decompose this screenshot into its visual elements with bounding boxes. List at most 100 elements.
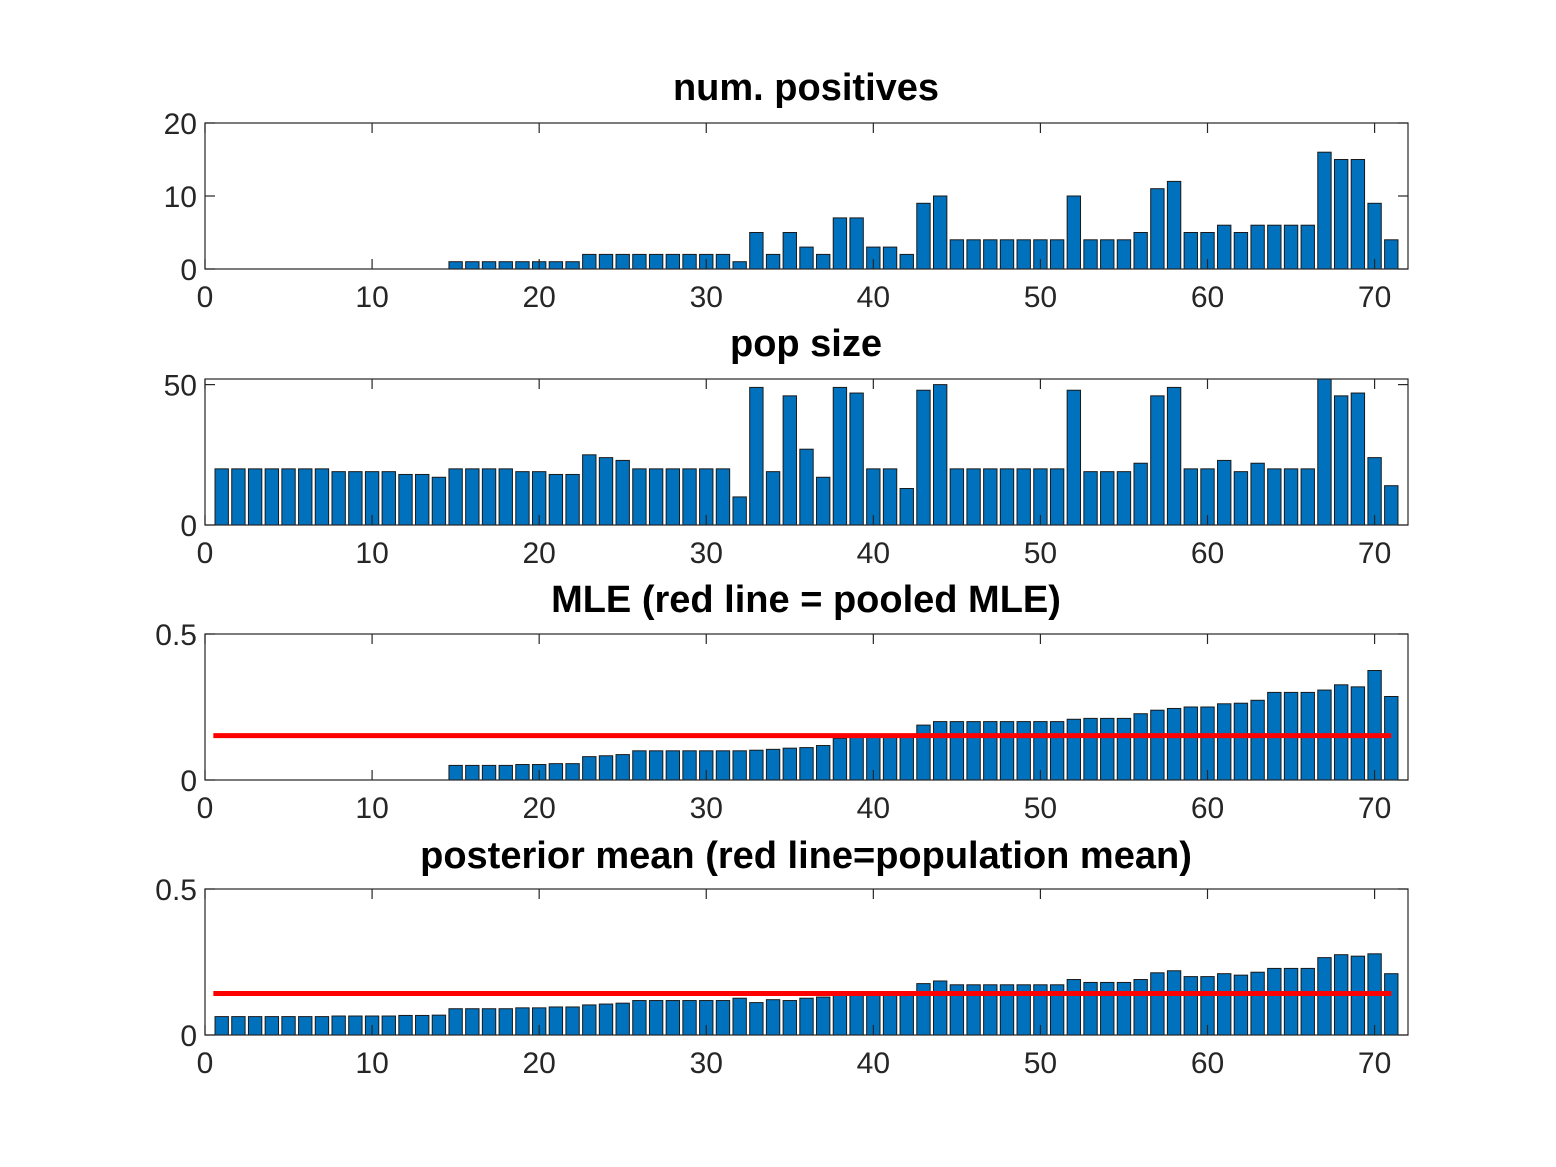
bar bbox=[799, 448, 814, 526]
bar bbox=[899, 992, 914, 1036]
bar bbox=[882, 246, 898, 270]
bar bbox=[849, 735, 864, 781]
bar bbox=[565, 763, 580, 781]
bar bbox=[1150, 395, 1165, 526]
bar bbox=[598, 457, 614, 526]
axes-box bbox=[204, 378, 1409, 526]
bar bbox=[548, 763, 564, 781]
bar-series bbox=[448, 151, 1399, 270]
bar bbox=[498, 261, 513, 270]
bar bbox=[314, 1016, 330, 1036]
bar bbox=[281, 1016, 296, 1036]
bar bbox=[1083, 239, 1098, 270]
bar bbox=[565, 261, 580, 270]
bar bbox=[983, 239, 998, 270]
bar bbox=[582, 756, 597, 781]
x-tick-label: 20 bbox=[522, 1047, 555, 1080]
bar bbox=[331, 1015, 346, 1036]
bar bbox=[765, 999, 781, 1036]
bar bbox=[381, 471, 396, 526]
y-tick-label: 10 bbox=[164, 181, 197, 214]
bar bbox=[832, 737, 848, 781]
bar bbox=[348, 1015, 363, 1036]
bar bbox=[415, 473, 430, 526]
bar bbox=[765, 253, 781, 270]
bar bbox=[1183, 232, 1198, 270]
bar-series bbox=[448, 670, 1399, 781]
bar bbox=[548, 473, 564, 526]
bar bbox=[398, 1014, 413, 1036]
bar bbox=[932, 195, 948, 270]
bar bbox=[648, 253, 664, 270]
bar bbox=[1166, 707, 1182, 781]
bar bbox=[799, 997, 814, 1036]
bar bbox=[1066, 389, 1082, 526]
bar bbox=[799, 246, 814, 270]
x-tick-label: 20 bbox=[522, 792, 555, 825]
bar bbox=[682, 468, 697, 526]
subplot-title: num. positives bbox=[673, 67, 939, 109]
bar bbox=[231, 468, 246, 526]
x-tick-label: 30 bbox=[690, 792, 723, 825]
x-tick-label: 40 bbox=[857, 1047, 890, 1080]
bar bbox=[548, 261, 564, 270]
x-tick-label: 50 bbox=[1024, 1047, 1057, 1080]
subplot-posterior-mean: posterior mean (red line=population mean… bbox=[155, 835, 1409, 1080]
x-tick-label: 0 bbox=[197, 537, 214, 570]
bar bbox=[1350, 159, 1366, 270]
bar bbox=[431, 476, 447, 526]
bar bbox=[715, 1000, 731, 1036]
bar bbox=[749, 749, 764, 781]
x-tick-label: 60 bbox=[1191, 1047, 1224, 1080]
x-tick-label: 60 bbox=[1191, 537, 1224, 570]
subplot-title: MLE (red line = pooled MLE) bbox=[551, 579, 1061, 621]
bar bbox=[832, 386, 848, 526]
bar bbox=[632, 468, 647, 526]
bar bbox=[598, 755, 614, 781]
bar bbox=[1300, 224, 1315, 270]
bar bbox=[448, 468, 463, 526]
subplot-pop-size: pop size 0 10 20 30 40 50 60 70 0 50 bbox=[164, 323, 1409, 570]
x-tick-label: 0 bbox=[197, 792, 214, 825]
subplot-mle: MLE (red line = pooled MLE) 0 10 20 30 40 50 6… bbox=[155, 579, 1409, 825]
subplot-num-positives: num. positives 0 10 20 30 40 50 60 70 0 10 20 bbox=[164, 67, 1409, 314]
bar bbox=[1083, 717, 1098, 781]
bar bbox=[899, 734, 914, 781]
bar bbox=[1233, 974, 1249, 1036]
bar bbox=[465, 1008, 480, 1036]
bar bbox=[1166, 386, 1182, 526]
bar bbox=[1150, 188, 1165, 270]
axis-ticks: 0 10 20 30 40 50 60 70 0 10 20 bbox=[164, 108, 1408, 314]
bar bbox=[515, 764, 530, 781]
bar bbox=[816, 745, 831, 781]
bar bbox=[565, 473, 580, 526]
bar bbox=[1150, 709, 1165, 781]
x-tick-label: 0 bbox=[197, 1047, 214, 1080]
bar bbox=[1183, 976, 1198, 1036]
bar bbox=[1317, 151, 1332, 270]
bar bbox=[1384, 973, 1399, 1036]
bar bbox=[665, 750, 681, 781]
bar bbox=[765, 748, 781, 781]
bar bbox=[1049, 721, 1065, 781]
bar bbox=[983, 721, 998, 781]
bar bbox=[782, 1000, 797, 1036]
y-tick-label: 0 bbox=[180, 765, 197, 798]
bar-series bbox=[214, 378, 1399, 526]
bar bbox=[999, 721, 1015, 781]
bar bbox=[1116, 981, 1132, 1036]
subplot-title: pop size bbox=[730, 323, 882, 365]
x-tick-label: 40 bbox=[857, 281, 890, 314]
bar bbox=[949, 239, 965, 270]
axis-ticks: 0 10 20 30 40 50 60 70 0 0.5 bbox=[155, 619, 1408, 825]
bar bbox=[949, 468, 965, 526]
x-tick-label: 0 bbox=[197, 281, 214, 314]
axes-box bbox=[204, 888, 1409, 1036]
bar bbox=[882, 992, 898, 1036]
x-tick-label: 60 bbox=[1191, 792, 1224, 825]
bar bbox=[1066, 718, 1082, 781]
bar bbox=[849, 217, 864, 270]
bar bbox=[1217, 224, 1232, 270]
bar bbox=[1300, 468, 1315, 526]
